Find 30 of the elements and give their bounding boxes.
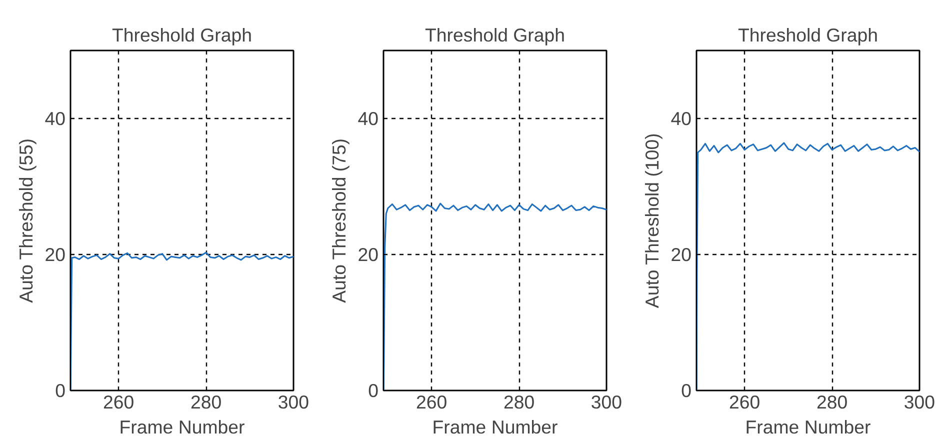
- y-tick-label: 0: [55, 380, 66, 401]
- y-axis-title: Auto Threshold (75): [328, 138, 350, 303]
- x-axis-title: Frame Number: [745, 416, 871, 438]
- x-tick-label: 260: [103, 392, 134, 412]
- chart-title: Threshold Graph: [425, 24, 566, 46]
- x-tick-label: 280: [503, 392, 535, 412]
- y-tick-label: 40: [44, 108, 66, 129]
- line-series: [384, 202, 606, 390]
- y-tick-label: 40: [670, 108, 692, 129]
- y-tick-label: 20: [44, 244, 66, 265]
- y-tick-label: 0: [681, 380, 692, 401]
- line-series: [70, 252, 294, 390]
- chart-title: Threshold Graph: [738, 24, 878, 46]
- x-axis-title: Frame Number: [432, 416, 558, 438]
- x-tick-label: 300: [590, 392, 622, 412]
- y-tick-label: 20: [358, 244, 379, 265]
- y-tick-label: 40: [358, 108, 379, 129]
- x-tick-label: 300: [904, 392, 936, 412]
- chart-title: Threshold Graph: [112, 24, 252, 46]
- y-axis-title: Auto Threshold (55): [16, 138, 37, 303]
- y-tick-label: 20: [670, 244, 692, 265]
- y-axis-title: Auto Threshold (100): [642, 133, 663, 308]
- line-series: [696, 142, 920, 390]
- x-tick-label: 300: [278, 392, 310, 412]
- x-tick-label: 280: [816, 392, 848, 412]
- x-tick-label: 260: [729, 392, 760, 412]
- y-tick-label: 0: [368, 380, 379, 401]
- x-axis-title: Frame Number: [119, 416, 245, 438]
- x-tick-label: 260: [416, 392, 448, 412]
- x-tick-label: 280: [190, 392, 222, 412]
